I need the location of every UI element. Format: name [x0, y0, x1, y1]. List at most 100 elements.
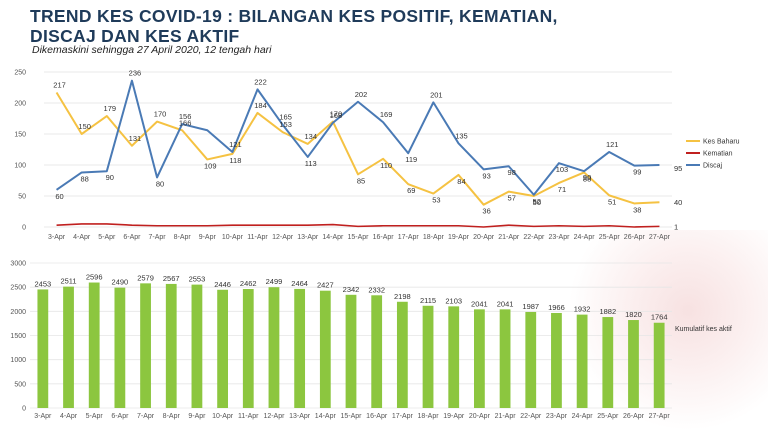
x-tick-label: 12-Apr: [272, 234, 294, 241]
series-line-kes-baharu: [55, 91, 660, 206]
data-label: 222: [254, 77, 267, 86]
data-label: 69: [407, 186, 415, 195]
x-tick-label: 26-Apr: [624, 234, 646, 241]
bar-value-label: 1966: [548, 303, 565, 312]
bar-value-label: 2427: [317, 281, 334, 290]
data-label: 60: [55, 192, 63, 201]
end-label: 40: [674, 198, 682, 207]
x-tick-label: 23-Apr: [546, 413, 568, 420]
x-tick-label: 21-Apr: [498, 234, 520, 241]
bar: [319, 290, 331, 408]
y-tick-label: 250: [14, 70, 26, 77]
end-label: 95: [674, 164, 682, 173]
x-tick-label: 18-Apr: [418, 413, 440, 420]
bar-value-label: 2464: [291, 279, 308, 288]
data-label: 201: [430, 90, 443, 99]
x-tick-label: 26-Apr: [623, 413, 645, 420]
x-tick-label: 3-Apr: [34, 413, 52, 420]
data-label: 80: [156, 179, 164, 188]
series-line-discaj: [55, 79, 660, 196]
bar: [448, 306, 460, 408]
bar-value-label: 2041: [497, 299, 514, 308]
x-tick-label: 12-Apr: [263, 413, 285, 420]
data-label: 121: [606, 140, 619, 149]
bar: [499, 309, 511, 408]
y-tick-label: 1000: [10, 357, 26, 364]
bar-value-label: 2453: [34, 279, 51, 288]
data-label: 156: [179, 112, 192, 121]
legend-label: Kes Baharu: [703, 139, 740, 146]
data-label: 98: [508, 168, 516, 177]
data-label: 51: [608, 197, 616, 206]
bar-value-label: 2342: [343, 285, 360, 294]
bar-value-label: 1882: [599, 307, 616, 316]
x-tick-label: 10-Apr: [222, 234, 244, 241]
data-label: 217: [53, 80, 66, 89]
x-tick-label: 20-Apr: [469, 413, 491, 420]
bar: [474, 309, 485, 408]
bar: [63, 286, 74, 408]
data-label: 170: [330, 110, 343, 119]
bar: [191, 284, 203, 408]
x-tick-label: 15-Apr: [347, 234, 369, 241]
bar-value-label: 2499: [266, 277, 283, 286]
x-tick-label: 4-Apr: [73, 234, 91, 241]
bar: [576, 314, 588, 408]
bar-value-label: 2579: [137, 273, 154, 282]
data-label: 202: [355, 90, 368, 99]
end-label: 1: [674, 222, 678, 231]
data-label: 90: [583, 173, 591, 182]
data-label: 90: [106, 173, 114, 182]
bar: [396, 301, 408, 408]
bar: [88, 282, 100, 408]
x-tick-label: 13-Apr: [289, 413, 311, 420]
x-tick-label: 24-Apr: [572, 413, 594, 420]
bar-value-label: 1820: [625, 310, 642, 319]
x-tick-label: 3-Apr: [48, 234, 66, 241]
background-flower-decoration: [568, 230, 768, 432]
bar: [345, 294, 357, 408]
y-tick-label: 0: [22, 225, 26, 232]
y-tick-label: 150: [14, 132, 26, 139]
x-tick-label: 17-Apr: [392, 413, 414, 420]
bar: [37, 289, 49, 408]
data-label: 88: [81, 174, 89, 183]
x-tick-label: 22-Apr: [520, 413, 542, 420]
data-label: 131: [129, 134, 142, 143]
data-label: 119: [405, 155, 417, 164]
data-label: 57: [508, 194, 516, 203]
x-tick-label: 16-Apr: [366, 413, 388, 420]
data-label: 236: [129, 69, 142, 78]
data-label: 50: [533, 198, 541, 207]
title-line-2: DISCAJ DAN KES AKTIF: [30, 26, 240, 46]
data-label: 168: [330, 111, 343, 120]
x-tick-label: 5-Apr: [86, 413, 104, 420]
y-tick-label: 3000: [10, 261, 26, 268]
legend-label: Kumulatif kes aktif: [675, 326, 732, 333]
x-tick-label: 6-Apr: [123, 234, 141, 241]
x-tick-label: 8-Apr: [174, 234, 192, 241]
bar: [551, 312, 562, 408]
y-tick-label: 50: [18, 194, 26, 201]
data-label: 53: [432, 196, 440, 205]
x-tick-label: 6-Apr: [111, 413, 129, 420]
data-label: 38: [633, 205, 641, 214]
x-tick-label: 23-Apr: [548, 234, 570, 241]
bar-value-label: 1764: [651, 313, 668, 322]
page-subtitle: Dikemaskini sehingga 27 April 2020, 12 t…: [32, 44, 272, 56]
bar: [371, 295, 383, 408]
x-tick-label: 9-Apr: [188, 413, 206, 420]
x-tick-label: 7-Apr: [148, 234, 166, 241]
title-line-1: TREND KES COVID-19 : BILANGAN KES POSITI…: [30, 6, 558, 26]
bar-value-label: 1987: [522, 302, 539, 311]
bar-value-label: 2567: [163, 274, 180, 283]
data-label: 109: [204, 161, 217, 170]
bar-value-label: 2553: [189, 275, 206, 284]
data-label: 169: [380, 110, 393, 119]
data-label: 118: [229, 156, 241, 165]
data-label: 113: [305, 159, 317, 168]
x-tick-label: 25-Apr: [599, 234, 621, 241]
data-label: 134: [305, 132, 318, 141]
bar: [140, 283, 151, 408]
x-tick-label: 4-Apr: [60, 413, 78, 420]
